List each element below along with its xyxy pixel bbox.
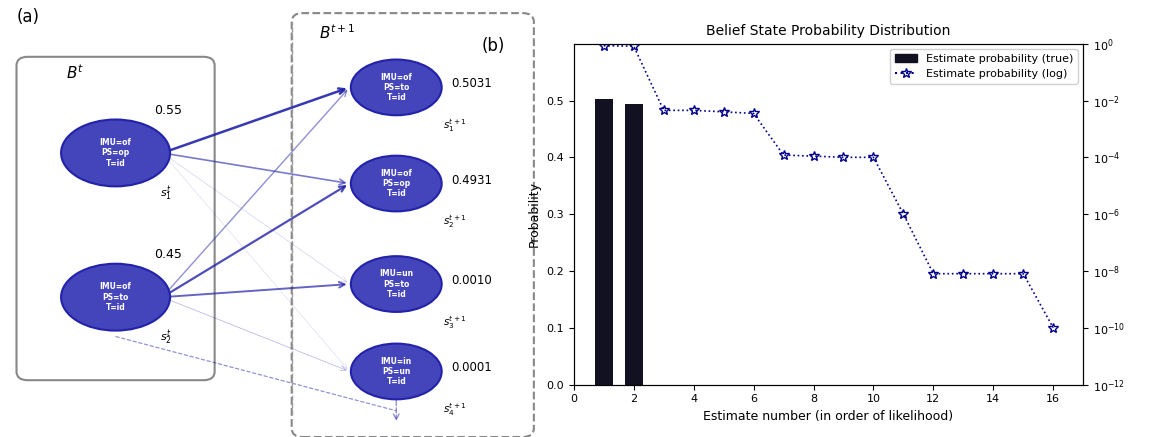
- Text: 0.5031: 0.5031: [451, 77, 492, 90]
- X-axis label: Estimate number (in order of likelihood): Estimate number (in order of likelihood): [704, 410, 953, 423]
- Text: $s_2^t$: $s_2^t$: [159, 328, 171, 347]
- Text: $s_3^{t+1}$: $s_3^{t+1}$: [443, 314, 467, 330]
- Estimate probability (log): [957, 271, 971, 276]
- Estimate probability (log): [1046, 325, 1060, 330]
- Text: 0.0010: 0.0010: [451, 274, 492, 287]
- Estimate probability (log): [1016, 271, 1030, 276]
- Text: 0.4931: 0.4931: [451, 173, 492, 187]
- Legend: Estimate probability (true), Estimate probability (log): Estimate probability (true), Estimate pr…: [890, 49, 1077, 84]
- Title: Belief State Probability Distribution: Belief State Probability Distribution: [706, 24, 951, 38]
- Estimate probability (log): [926, 271, 940, 276]
- Line: Estimate probability (log): Estimate probability (log): [598, 41, 1059, 333]
- FancyBboxPatch shape: [292, 13, 534, 437]
- Ellipse shape: [351, 59, 441, 115]
- Estimate probability (log): [986, 271, 1000, 276]
- Ellipse shape: [61, 264, 170, 330]
- Ellipse shape: [351, 343, 441, 399]
- Y-axis label: Probability: Probability: [528, 181, 541, 247]
- Estimate probability (log): [717, 109, 731, 114]
- Text: IMU=of
PS=to
T=id: IMU=of PS=to T=id: [381, 73, 412, 102]
- Text: IMU=of
PS=op
T=id: IMU=of PS=op T=id: [381, 169, 412, 198]
- Text: $s_1^{t+1}$: $s_1^{t+1}$: [443, 117, 467, 134]
- Estimate probability (log): [626, 44, 641, 49]
- Estimate probability (log): [657, 108, 671, 113]
- Ellipse shape: [351, 256, 441, 312]
- Ellipse shape: [61, 119, 170, 186]
- Text: 0.0001: 0.0001: [451, 361, 492, 375]
- Text: IMU=un
PS=to
T=id: IMU=un PS=to T=id: [379, 269, 413, 299]
- Text: IMU=in
PS=un
T=id: IMU=in PS=un T=id: [381, 357, 412, 386]
- Text: 0.55: 0.55: [155, 104, 183, 117]
- Text: IMU=of
PS=op
T=id: IMU=of PS=op T=id: [100, 138, 131, 168]
- Text: $s_4^{t+1}$: $s_4^{t+1}$: [443, 401, 467, 418]
- Ellipse shape: [351, 156, 441, 212]
- Estimate probability (log): [836, 155, 850, 160]
- Text: $s_1^t$: $s_1^t$: [159, 184, 172, 203]
- Text: (b): (b): [482, 37, 506, 55]
- Estimate probability (log): [867, 155, 881, 160]
- Bar: [595, 99, 612, 385]
- Estimate probability (log): [896, 212, 910, 217]
- Text: 0.45: 0.45: [155, 248, 182, 261]
- Estimate probability (log): [686, 108, 700, 113]
- Text: (a): (a): [16, 8, 40, 26]
- FancyBboxPatch shape: [16, 57, 214, 380]
- Estimate probability (log): [776, 153, 790, 158]
- Text: $B^{t+1}$: $B^{t+1}$: [320, 24, 356, 42]
- Bar: [625, 104, 643, 385]
- Estimate probability (log): [747, 111, 761, 116]
- Text: IMU=of
PS=to
T=id: IMU=of PS=to T=id: [100, 282, 131, 312]
- Estimate probability (log): [597, 43, 611, 49]
- Text: $B^t$: $B^t$: [66, 63, 84, 82]
- Text: $s_2^{t+1}$: $s_2^{t+1}$: [443, 213, 467, 230]
- Estimate probability (log): [807, 153, 821, 159]
